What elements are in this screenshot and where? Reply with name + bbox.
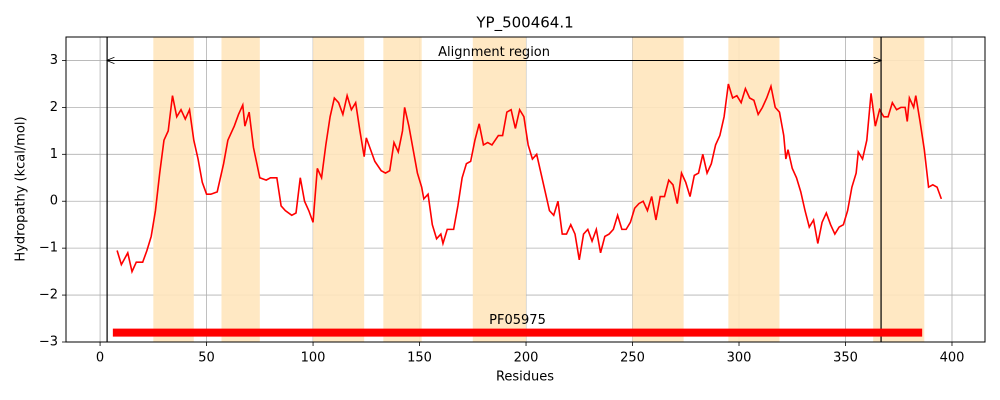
y-tick-label: −3: [39, 335, 58, 350]
region: [632, 37, 684, 342]
hydropathy-line: [116, 83, 943, 275]
x-tick-label: 200: [514, 351, 539, 366]
region: [873, 37, 925, 342]
region: [472, 37, 527, 342]
y-tick-label: −1: [39, 241, 58, 256]
annotation-label: Alignment region: [438, 45, 550, 60]
region: [383, 37, 422, 342]
x-tick-label: 150: [407, 351, 432, 366]
region: [728, 37, 780, 342]
region: [221, 37, 260, 342]
y-tick-label: 3: [50, 53, 58, 68]
x-tick-label: 400: [940, 351, 965, 366]
y-tick-label: 0: [50, 194, 58, 209]
chart-title: YP_500464.1: [475, 14, 573, 33]
x-tick-label: 100: [301, 351, 326, 366]
x-tick-label: 300: [727, 351, 752, 366]
x-tick-label: 250: [620, 351, 645, 366]
region: [313, 37, 365, 342]
x-tick-label: 50: [198, 351, 215, 366]
region: [153, 37, 194, 342]
plot-frame: [65, 36, 986, 343]
domain-label: PF05975: [489, 313, 546, 328]
y-tick-label: −2: [39, 288, 58, 303]
x-tick-label: 0: [96, 351, 104, 366]
domain-bar: [112, 328, 923, 337]
x-axis-label: Residues: [496, 370, 554, 385]
y-tick-label: 1: [50, 147, 58, 162]
y-tick-label: 2: [50, 100, 58, 115]
y-axis-label: Hydropathy (kcal/mol): [14, 116, 29, 261]
x-tick-label: 350: [833, 351, 858, 366]
